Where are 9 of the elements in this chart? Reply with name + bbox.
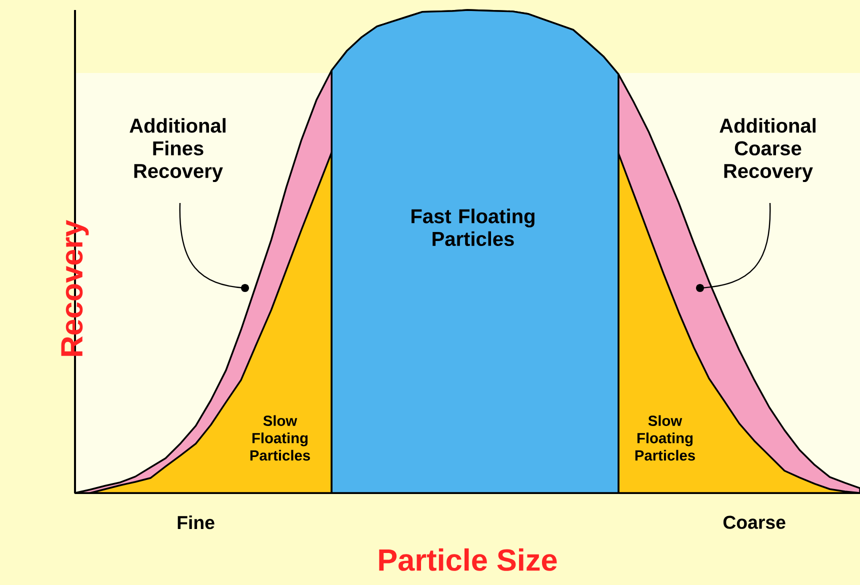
x-tick-label: Fine <box>178 515 214 530</box>
annotation: Additional Coarse Recovery <box>720 118 816 182</box>
annotation: Slow Floating Particles <box>635 415 695 461</box>
x-tick-label: Coarse <box>723 516 786 529</box>
annotation: Additional Fines Recovery <box>130 118 226 182</box>
y-axis-title: Recovery <box>61 220 89 356</box>
annotation: Fast Floating Particles <box>412 208 534 246</box>
annotation: Slow Floating Particles <box>250 415 310 461</box>
x-axis-title: Particle Size <box>379 548 557 571</box>
